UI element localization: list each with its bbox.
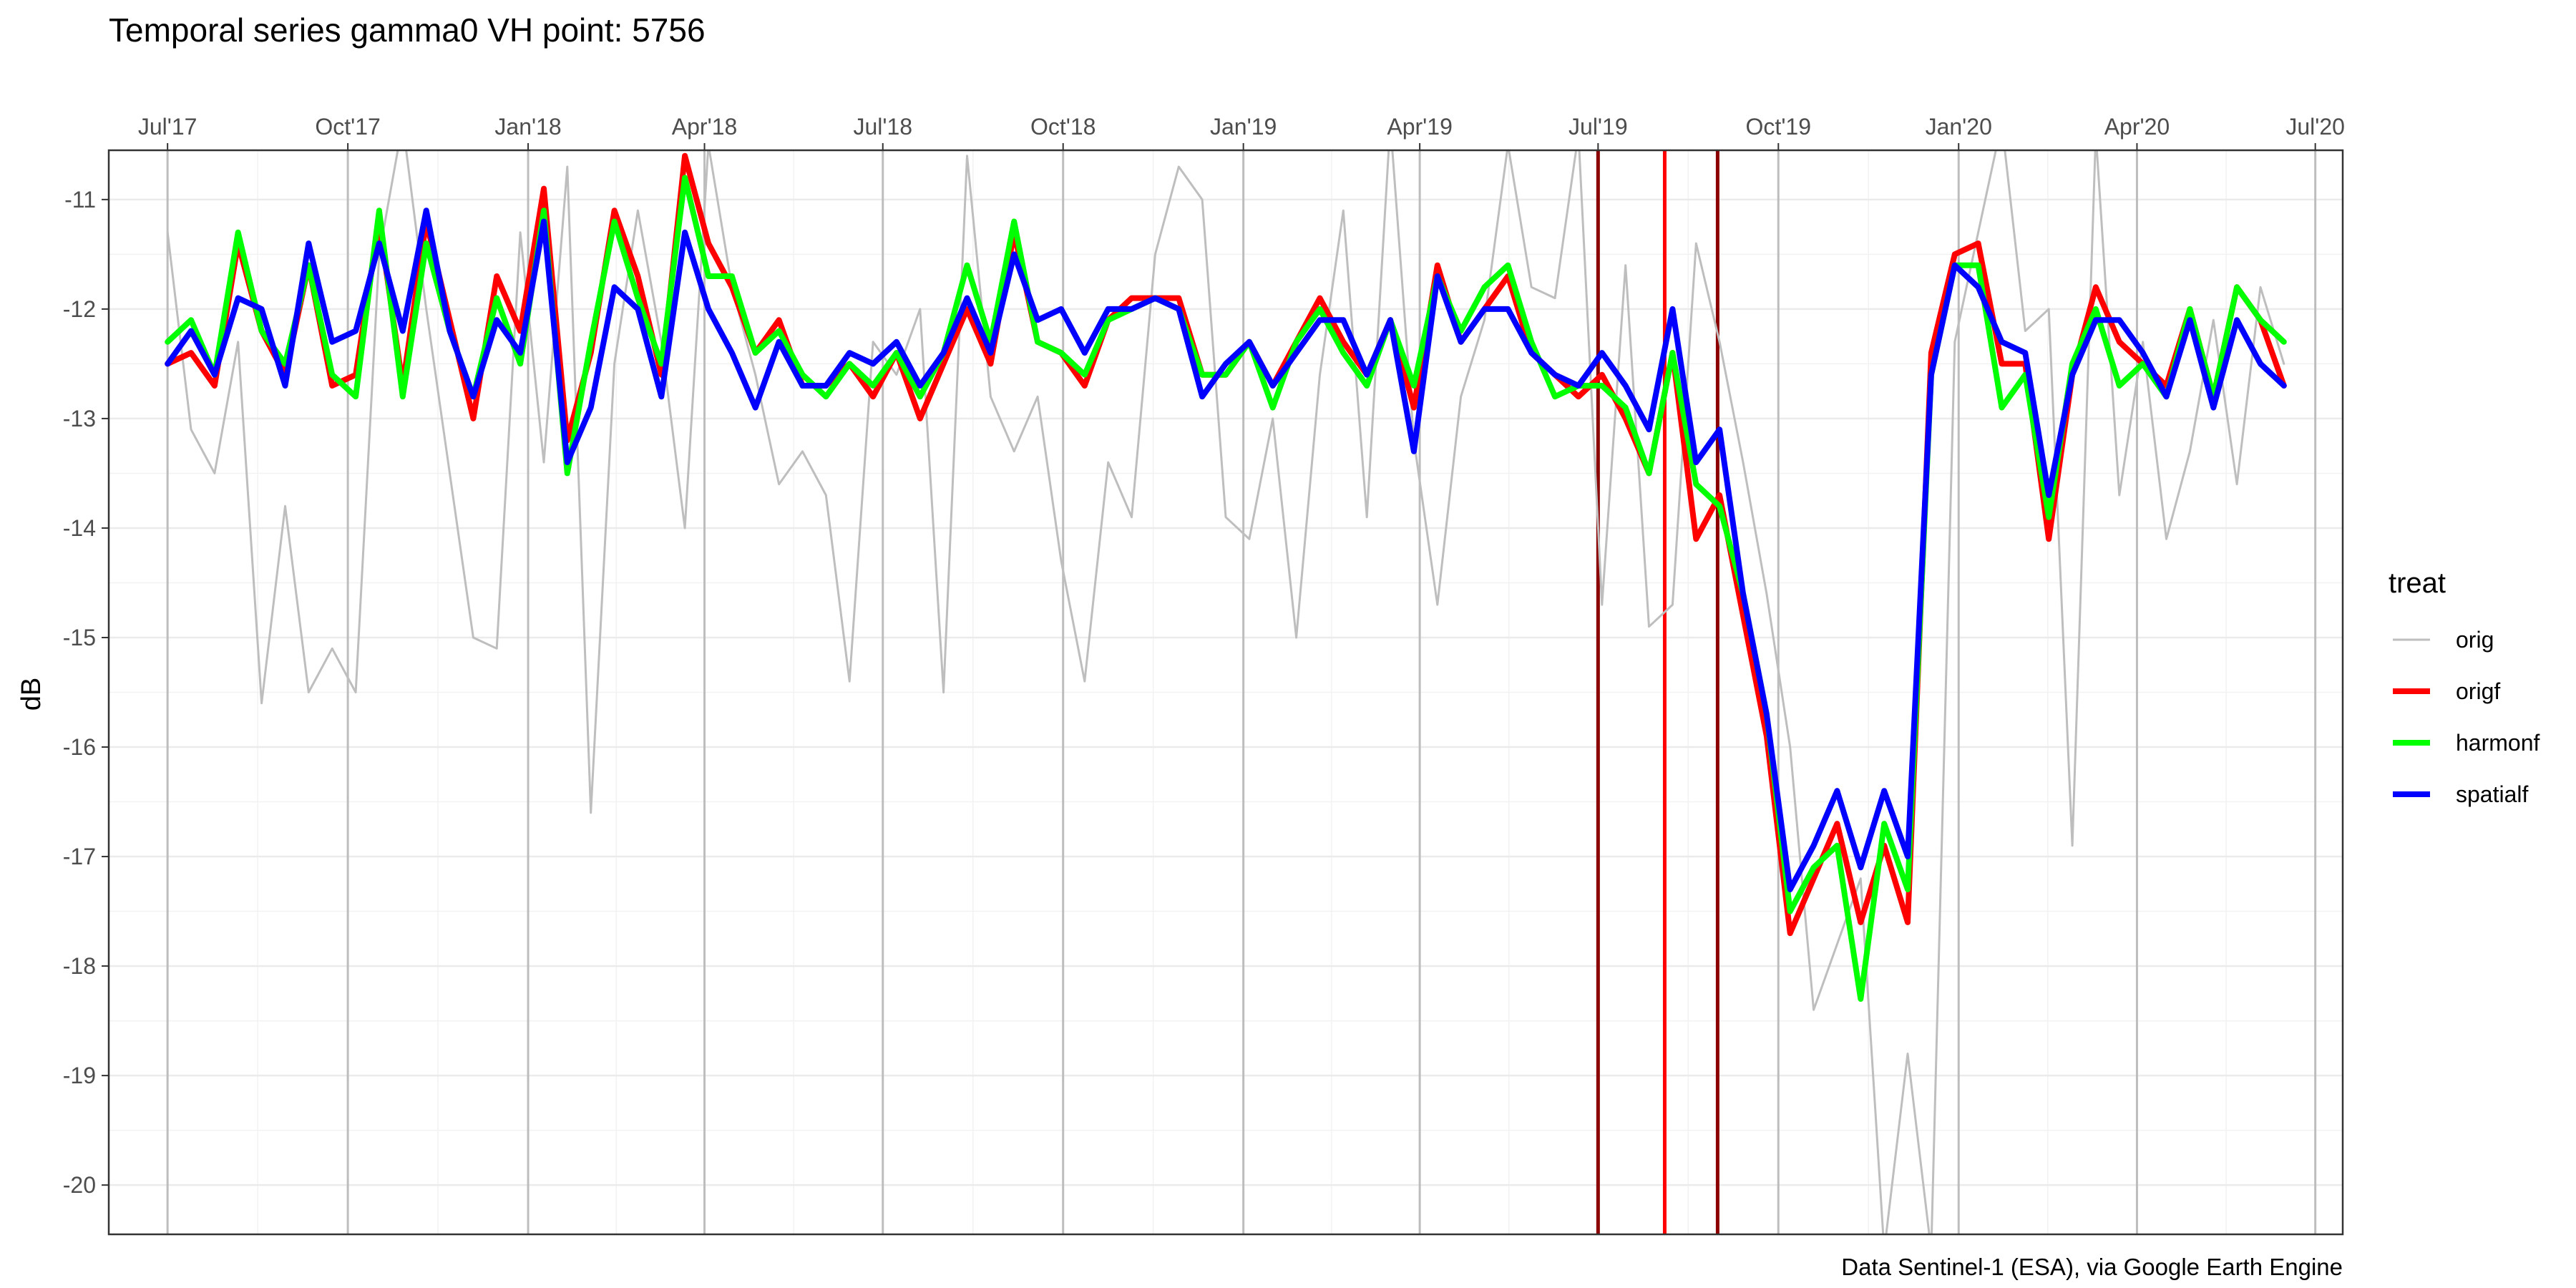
y-tick-label: -11 <box>64 187 96 213</box>
legend-label-orig: orig <box>2456 627 2494 653</box>
x-tick-label: Apr'19 <box>1387 114 1453 140</box>
x-tick-label: Jul'19 <box>1568 114 1628 140</box>
series-line-spatialf <box>165 208 2287 892</box>
y-tick-label: -20 <box>63 1172 96 1198</box>
x-tick-label: Oct'17 <box>315 114 380 140</box>
x-tick-label: Jul'20 <box>2285 114 2345 140</box>
y-tick-label: -18 <box>63 953 96 979</box>
x-tick-label: Apr'18 <box>672 114 738 140</box>
chart-title: Temporal series gamma0 VH point: 5756 <box>109 11 706 49</box>
x-axis-top: Jul'17 Oct'17 Jan'18 Apr'18 Jul'18 Oct'18 Jan'… <box>138 114 2345 150</box>
legend-title: treat <box>2389 567 2446 599</box>
x-tick-label: Jul'18 <box>853 114 912 140</box>
y-tick-label: -17 <box>63 844 96 869</box>
legend-label-harmonf: harmonf <box>2456 730 2540 756</box>
series-lines <box>165 150 2287 1234</box>
x-tick-label: Apr'20 <box>2104 114 2170 140</box>
x-tick-label: Jul'17 <box>138 114 197 140</box>
y-tick-label: -14 <box>63 515 96 541</box>
x-tick-label: Oct'19 <box>1746 114 1811 140</box>
legend-label-origf: origf <box>2456 678 2500 704</box>
y-tick-label: -16 <box>63 734 96 760</box>
y-axis-title: dB <box>16 678 47 711</box>
y-axis: -20 -19 -18 -17 -16 -15 -14 -13 -12 -11 <box>63 187 109 1198</box>
panel-border <box>107 149 2344 1236</box>
x-tick-label: Jan'18 <box>494 114 561 140</box>
legend: treat orig origf harmonf spatialf <box>2389 567 2540 807</box>
grid-major <box>109 150 2343 1234</box>
x-tick-label: Jan'20 <box>1926 114 1992 140</box>
y-tick-label: -12 <box>63 296 96 322</box>
chart-caption: Data Sentinel-1 (ESA), via Google Earth … <box>1841 1254 2343 1280</box>
y-tick-label: -13 <box>63 406 96 431</box>
legend-label-spatialf: spatialf <box>2456 781 2529 807</box>
x-tick-label: Jan'19 <box>1210 114 1277 140</box>
y-tick-label: -19 <box>63 1063 96 1088</box>
series-line-orig <box>166 150 2285 1234</box>
x-tick-label: Oct'18 <box>1030 114 1096 140</box>
y-tick-label: -15 <box>63 625 96 650</box>
plot-panel <box>107 149 2344 1236</box>
